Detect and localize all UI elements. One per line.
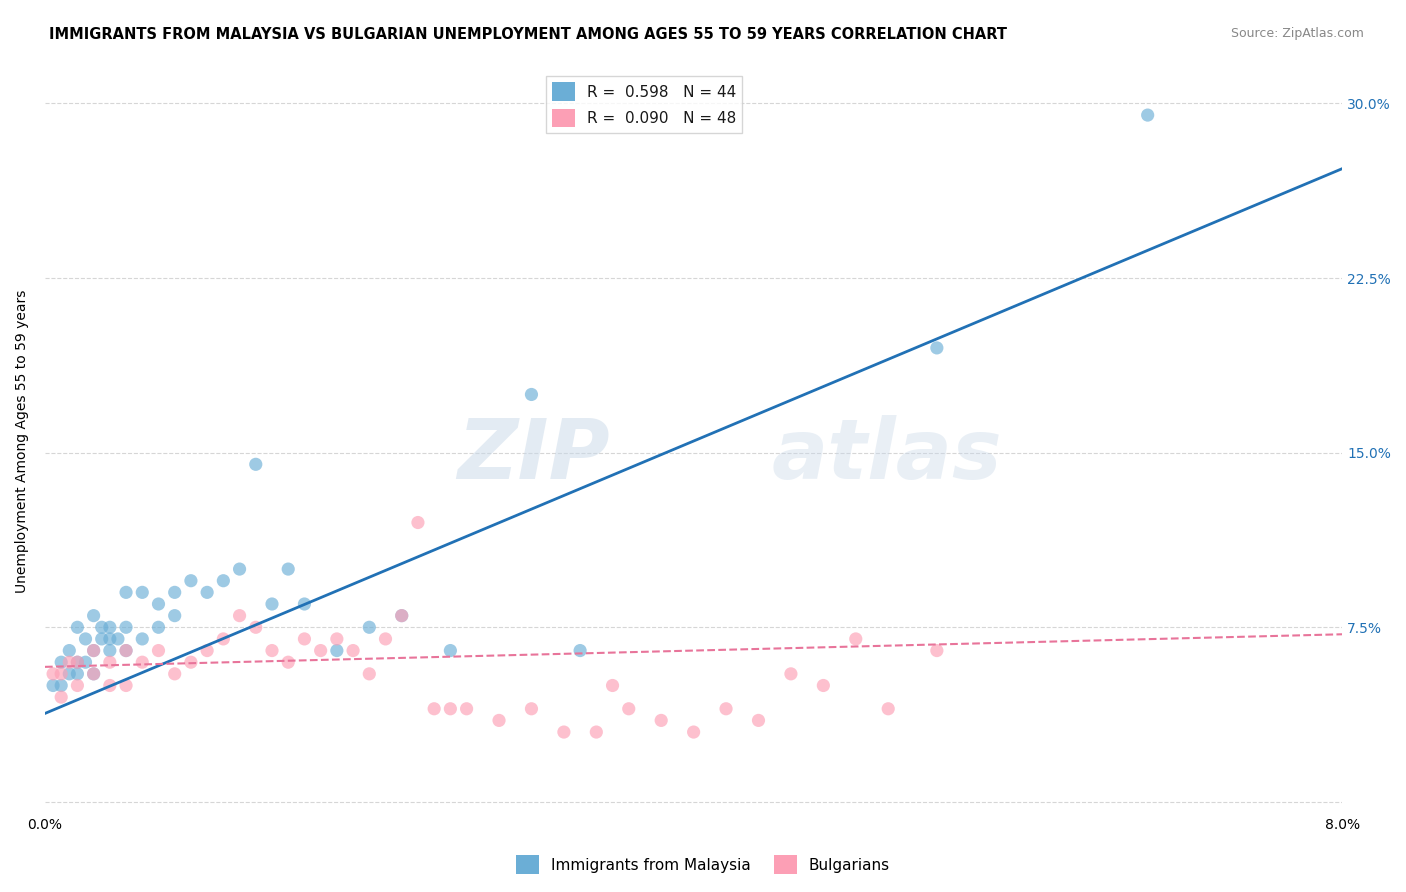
Point: [277, 562, 299, 576]
Point: [406, 516, 429, 530]
Point: [83, 666, 105, 681]
Point: [294, 597, 316, 611]
Point: [245, 620, 267, 634]
Point: [520, 702, 543, 716]
Point: [180, 574, 202, 588]
Point: [260, 597, 283, 611]
Point: [925, 643, 948, 657]
Point: [107, 632, 129, 646]
Point: [98, 678, 121, 692]
Point: [423, 702, 446, 716]
Point: [58, 655, 80, 669]
Point: [180, 655, 202, 669]
Point: [51, 666, 73, 681]
Point: [163, 608, 186, 623]
Point: [391, 608, 413, 623]
Y-axis label: Unemployment Among Ages 55 to 59 years: Unemployment Among Ages 55 to 59 years: [15, 289, 30, 592]
Point: [195, 585, 218, 599]
Point: [115, 643, 138, 657]
Point: [115, 678, 138, 692]
Point: [83, 643, 105, 657]
Point: [131, 655, 153, 669]
Point: [98, 643, 121, 657]
Point: [83, 608, 105, 623]
Point: [925, 341, 948, 355]
Point: [98, 655, 121, 669]
Point: [439, 702, 461, 716]
Point: [75, 655, 97, 669]
Point: [51, 655, 73, 669]
Point: [115, 620, 138, 634]
Point: [98, 632, 121, 646]
Point: [228, 562, 250, 576]
Point: [780, 666, 803, 681]
Point: [228, 608, 250, 623]
Point: [66, 655, 89, 669]
Point: [51, 678, 73, 692]
Point: [66, 620, 89, 634]
Point: [439, 643, 461, 657]
Text: ZIP: ZIP: [457, 416, 609, 497]
Point: [58, 643, 80, 657]
Point: [75, 632, 97, 646]
Text: Source: ZipAtlas.com: Source: ZipAtlas.com: [1230, 27, 1364, 40]
Point: [58, 666, 80, 681]
Point: [813, 678, 835, 692]
Point: [260, 643, 283, 657]
Text: IMMIGRANTS FROM MALAYSIA VS BULGARIAN UNEMPLOYMENT AMONG AGES 55 TO 59 YEARS COR: IMMIGRANTS FROM MALAYSIA VS BULGARIAN UN…: [49, 27, 1007, 42]
Point: [602, 678, 624, 692]
Point: [148, 597, 170, 611]
Point: [877, 702, 900, 716]
Point: [245, 458, 267, 472]
Point: [617, 702, 640, 716]
Point: [131, 585, 153, 599]
Point: [90, 632, 112, 646]
Point: [115, 643, 138, 657]
Point: [212, 574, 235, 588]
Point: [66, 666, 89, 681]
Point: [326, 632, 349, 646]
Point: [374, 632, 396, 646]
Point: [90, 620, 112, 634]
Point: [1136, 108, 1159, 122]
Point: [42, 666, 65, 681]
Point: [326, 643, 349, 657]
Point: [309, 643, 332, 657]
Point: [66, 678, 89, 692]
Point: [359, 666, 381, 681]
Point: [520, 387, 543, 401]
Point: [212, 632, 235, 646]
Point: [163, 666, 186, 681]
Point: [51, 690, 73, 705]
Point: [163, 585, 186, 599]
Point: [747, 714, 769, 728]
Point: [342, 643, 364, 657]
Point: [83, 643, 105, 657]
Point: [148, 620, 170, 634]
Point: [585, 725, 607, 739]
Point: [456, 702, 478, 716]
Point: [391, 608, 413, 623]
Point: [83, 666, 105, 681]
Point: [98, 620, 121, 634]
Point: [148, 643, 170, 657]
Point: [845, 632, 868, 646]
Point: [294, 632, 316, 646]
Legend: R =  0.598   N = 44, R =  0.090   N = 48: R = 0.598 N = 44, R = 0.090 N = 48: [546, 76, 742, 133]
Point: [195, 643, 218, 657]
Point: [42, 678, 65, 692]
Point: [714, 702, 737, 716]
Legend: Immigrants from Malaysia, Bulgarians: Immigrants from Malaysia, Bulgarians: [510, 849, 896, 880]
Point: [488, 714, 510, 728]
Point: [66, 655, 89, 669]
Point: [569, 643, 592, 657]
Point: [277, 655, 299, 669]
Point: [553, 725, 575, 739]
Point: [359, 620, 381, 634]
Point: [115, 585, 138, 599]
Point: [682, 725, 704, 739]
Point: [131, 632, 153, 646]
Text: atlas: atlas: [772, 416, 1002, 497]
Point: [650, 714, 672, 728]
